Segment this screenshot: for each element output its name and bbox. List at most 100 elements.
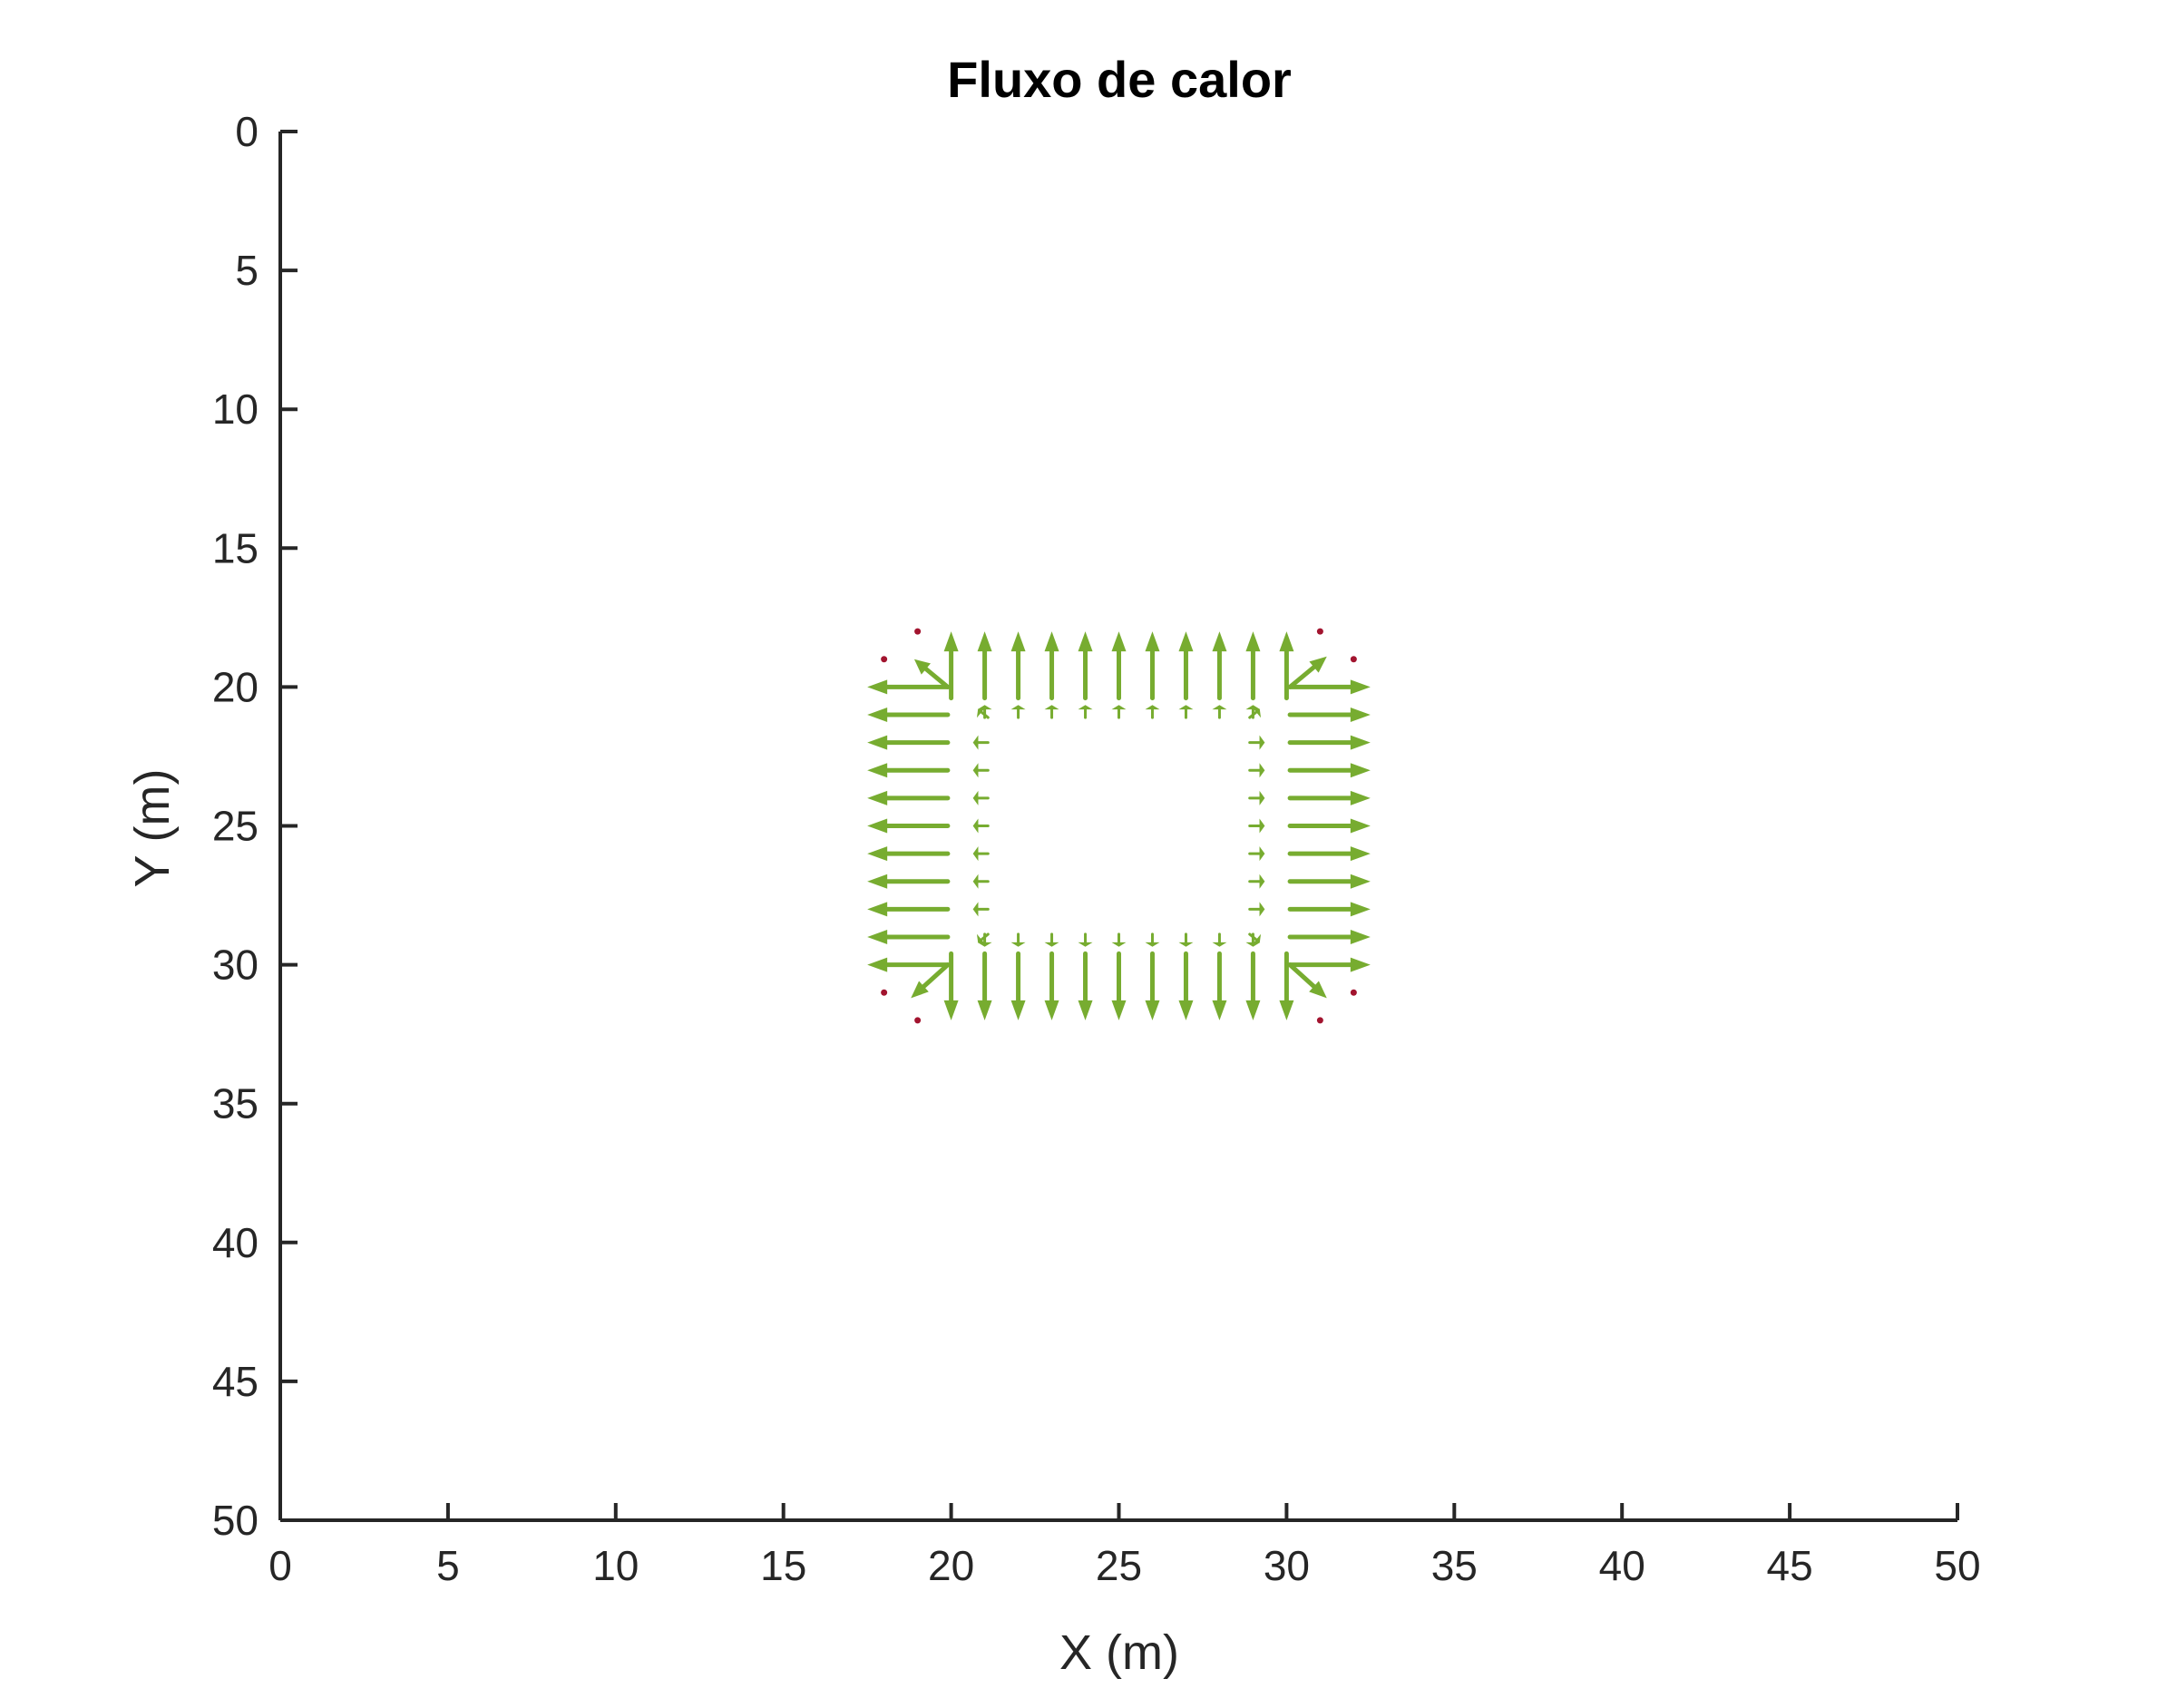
flux-arrow-head [911, 981, 929, 999]
flux-arrow-head [1010, 631, 1026, 652]
flux-arrow-head [1010, 1000, 1026, 1020]
corner-dot [914, 628, 922, 635]
flux-arrow-head [1350, 957, 1371, 972]
flux-arrow [980, 710, 990, 719]
flux-arrow-head [867, 929, 888, 944]
flux-arrow [921, 962, 951, 989]
flux-arrow-head [1111, 1000, 1127, 1020]
flux-arrow-head [1178, 1000, 1194, 1020]
flux-arrow [1287, 962, 1317, 989]
flux-arrows [867, 628, 1371, 1024]
x-tick-label: 15 [760, 1542, 806, 1589]
flux-arrow-head [867, 679, 888, 695]
flux-arrow-head [1259, 790, 1265, 805]
flux-arrow-head [1010, 942, 1026, 947]
flux-arrow-head [1145, 942, 1160, 947]
flux-arrow-head [867, 708, 888, 723]
x-tick-label: 5 [436, 1542, 460, 1589]
flux-arrow-head [1044, 705, 1059, 710]
flux-arrow-head [1212, 631, 1227, 652]
flux-arrow-head [976, 706, 987, 718]
x-tick-label: 40 [1599, 1542, 1645, 1589]
flux-arrow-head [1145, 1000, 1160, 1020]
flux-arrow-head [1259, 735, 1265, 750]
flux-arrow-head [867, 735, 888, 750]
flux-arrow-head [1212, 942, 1227, 947]
flux-arrow-head [972, 735, 979, 750]
flux-arrow-head [1251, 933, 1262, 946]
flux-arrow [1248, 932, 1258, 942]
flux-arrow-head [1010, 705, 1026, 710]
flux-arrow-head [1212, 705, 1227, 710]
chart-title: Fluxo de calor [947, 51, 1292, 108]
x-tick-label: 30 [1264, 1542, 1310, 1589]
flux-arrow-head [972, 818, 979, 834]
flux-arrow-head [1111, 705, 1127, 710]
x-tick-label: 0 [268, 1542, 292, 1589]
corner-dot [1316, 1017, 1323, 1024]
flux-arrow-head [1259, 846, 1265, 862]
flux-arrow-head [1350, 735, 1371, 750]
corner-dot [1350, 656, 1357, 663]
y-axis-label: Y (m) [125, 769, 180, 888]
flux-arrow-head [1251, 706, 1262, 718]
flux-arrow-head [972, 902, 979, 917]
corner-dot [1350, 989, 1357, 996]
flux-arrow-head [1044, 1000, 1059, 1020]
x-tick-label: 10 [592, 1542, 639, 1589]
flux-arrow-head [977, 1000, 992, 1020]
flux-arrow-head [1111, 631, 1127, 652]
x-axis-label: X (m) [1059, 1625, 1179, 1680]
flux-arrow-head [867, 790, 888, 805]
flux-arrow-head [943, 1000, 959, 1020]
x-tick-label: 45 [1767, 1542, 1813, 1589]
flux-arrow-head [1078, 942, 1093, 947]
y-tick-label: 10 [212, 386, 259, 433]
y-tick-label: 25 [212, 803, 259, 850]
flux-arrow-head [1259, 874, 1265, 889]
flux-arrow-head [972, 874, 979, 889]
flux-arrow-head [1350, 763, 1371, 778]
flux-arrow-head [1279, 631, 1294, 652]
y-tick-label: 0 [235, 108, 259, 155]
flux-arrow-head [867, 902, 888, 917]
x-tick-label: 20 [928, 1542, 974, 1589]
flux-arrow-head [1350, 902, 1371, 917]
flux-arrow-head [1350, 679, 1371, 695]
flux-arrow-head [1145, 705, 1160, 710]
y-tick-label: 30 [212, 942, 259, 989]
flux-arrow-head [972, 846, 979, 862]
flux-arrow-head [867, 957, 888, 972]
y-tick-label: 15 [212, 524, 259, 571]
flux-arrow-head [867, 763, 888, 778]
flux-arrow-head [867, 846, 888, 862]
flux-arrow [980, 932, 990, 942]
flux-arrow [923, 666, 951, 689]
flux-arrow-head [1078, 631, 1093, 652]
y-tick-label: 20 [212, 663, 259, 710]
flux-arrow-head [1350, 846, 1371, 862]
x-tick-label: 50 [1934, 1542, 1980, 1589]
flux-arrow-head [1259, 763, 1265, 778]
flux-arrow [1248, 710, 1258, 719]
flux-arrow-head [972, 763, 979, 778]
flux-arrow-head [1044, 631, 1059, 652]
flux-arrow-head [1259, 818, 1265, 834]
y-tick-label: 40 [212, 1219, 259, 1266]
y-tick-label: 45 [212, 1358, 259, 1405]
flux-arrow-head [867, 874, 888, 889]
corner-dot [881, 656, 888, 663]
flux-arrow-head [1259, 902, 1265, 917]
y-tick-label: 5 [235, 247, 259, 294]
flux-arrow-head [1245, 631, 1261, 652]
flux-arrow-head [1245, 1000, 1261, 1020]
flux-arrow-head [867, 818, 888, 834]
y-tick-label: 50 [212, 1497, 259, 1544]
flux-arrow-head [976, 933, 987, 946]
flux-arrow-head [1078, 705, 1093, 710]
flux-arrow-head [943, 631, 959, 652]
flux-arrow-head [1178, 942, 1194, 947]
